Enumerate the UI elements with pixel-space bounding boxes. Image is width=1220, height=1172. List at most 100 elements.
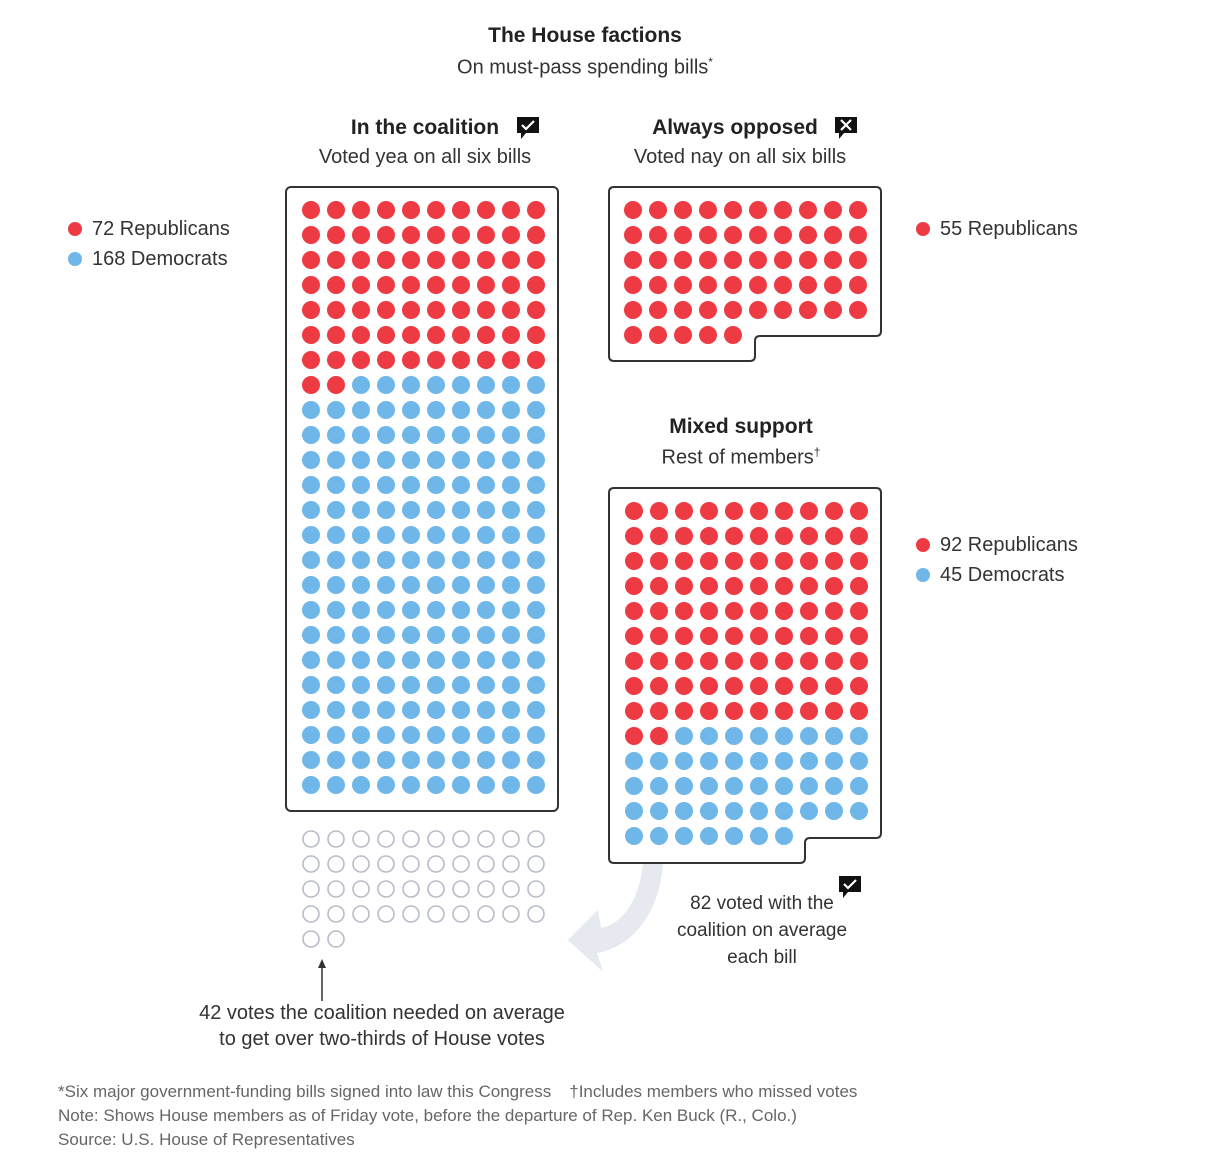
coalition-title: In the coalition bbox=[290, 116, 560, 140]
mixed-republican-dot bbox=[850, 502, 868, 520]
mixed-democrat-dot bbox=[725, 727, 743, 745]
coalition-republican-dot bbox=[502, 276, 520, 294]
coalition-democrat-dot bbox=[427, 576, 445, 594]
mixed-title: Mixed support bbox=[669, 415, 813, 438]
mixed-democrat-dot bbox=[750, 727, 768, 745]
needed-vote-dot bbox=[302, 855, 320, 873]
needed-vote-dot bbox=[452, 905, 470, 923]
mixed-republican-dot bbox=[625, 527, 643, 545]
curved-arrow-icon bbox=[568, 862, 663, 972]
coalition-democrat-dot bbox=[427, 376, 445, 394]
mixed-republican-dot bbox=[850, 627, 868, 645]
opposed-republican-dot bbox=[649, 226, 667, 244]
mixed-republican-dot bbox=[825, 702, 843, 720]
coalition-democrat-dot bbox=[377, 676, 395, 694]
mixed-republican-dot bbox=[725, 527, 743, 545]
opposed-republican-dot bbox=[699, 201, 717, 219]
footnote-row: *Six major government-funding bills sign… bbox=[58, 1080, 857, 1104]
coalition-democrat-dot bbox=[527, 426, 545, 444]
coalition-democrat-dot bbox=[427, 401, 445, 419]
needed-vote-dot bbox=[452, 855, 470, 873]
needed-vote-dot bbox=[502, 855, 520, 873]
coalition-democrat-dot bbox=[477, 676, 495, 694]
opposed-republican-dot bbox=[699, 276, 717, 294]
mixed-republican-dot bbox=[650, 652, 668, 670]
coalition-republican-dot bbox=[477, 301, 495, 319]
mixed-republican-dot bbox=[650, 727, 668, 745]
needed-vote-dot bbox=[477, 880, 495, 898]
coalition-democrat-dot bbox=[502, 676, 520, 694]
coalition-democrat-dot bbox=[327, 626, 345, 644]
mixed-republican-dot bbox=[650, 702, 668, 720]
coalition-democrat-dot bbox=[527, 776, 545, 794]
legend-label: 55 Republicans bbox=[940, 218, 1078, 240]
coalition-republican-dot bbox=[352, 251, 370, 269]
mixed-republican-dot bbox=[700, 552, 718, 570]
mixed-subtitle: Rest of members† bbox=[610, 445, 872, 470]
mixed-democrat-dot bbox=[625, 752, 643, 770]
coalition-democrat-dot bbox=[477, 551, 495, 569]
mixed-republican-dot bbox=[825, 502, 843, 520]
coalition-republican-dot bbox=[402, 351, 420, 369]
coalition-democrat-dot bbox=[352, 601, 370, 619]
needed-vote-dot bbox=[502, 905, 520, 923]
mixed-republican-dot bbox=[625, 702, 643, 720]
coalition-democrat-dot bbox=[527, 601, 545, 619]
coalition-democrat-dot bbox=[502, 726, 520, 744]
mixed-republican-dot bbox=[725, 602, 743, 620]
annotation-line: to get over two-thirds of House votes bbox=[219, 1028, 545, 1050]
coalition-democrat-dot bbox=[327, 451, 345, 469]
opposed-republican-dot bbox=[674, 301, 692, 319]
mixed-democrat-dot bbox=[800, 752, 818, 770]
mixed-republican-dot bbox=[775, 527, 793, 545]
opposed-republican-dot bbox=[649, 201, 667, 219]
coalition-democrat-dot bbox=[352, 551, 370, 569]
coalition-democrat-dot bbox=[477, 726, 495, 744]
mixed-republican-dot bbox=[625, 552, 643, 570]
coalition-republican-dot bbox=[327, 251, 345, 269]
legend-label: 72 Republicans bbox=[92, 218, 230, 240]
coalition-democrat-dot bbox=[502, 551, 520, 569]
mixed-republican-dot bbox=[625, 727, 643, 745]
mixed-republican-dot bbox=[625, 577, 643, 595]
opposed-republican-dot bbox=[699, 301, 717, 319]
mixed-republican-dot bbox=[675, 602, 693, 620]
coalition-democrat-dot bbox=[302, 676, 320, 694]
mixed-republican-dot bbox=[750, 502, 768, 520]
coalition-democrat-dot bbox=[427, 426, 445, 444]
mixed-democrat-dot bbox=[650, 802, 668, 820]
coalition-republican-dot bbox=[352, 351, 370, 369]
coalition-democrat-dot bbox=[327, 776, 345, 794]
coalition-democrat-dot bbox=[377, 726, 395, 744]
mixed-republican-dot bbox=[825, 577, 843, 595]
mixed-democrat-dot bbox=[725, 802, 743, 820]
mixed-republican-dot bbox=[800, 677, 818, 695]
mixed-democrat-dot bbox=[775, 777, 793, 795]
dot-layer bbox=[302, 201, 868, 948]
mixed-republican-dot bbox=[725, 702, 743, 720]
opposed-republican-dot bbox=[674, 201, 692, 219]
mixed-democrat-dot bbox=[675, 827, 693, 845]
footnote-2: †Includes members who missed votes bbox=[569, 1082, 858, 1101]
opposed-republican-dot bbox=[624, 326, 642, 344]
coalition-republican-dot bbox=[477, 226, 495, 244]
needed-vote-dot bbox=[377, 880, 395, 898]
mixed-democrat-dot bbox=[825, 802, 843, 820]
coalition-democrat-dot bbox=[502, 751, 520, 769]
opposed-republican-dot bbox=[624, 301, 642, 319]
needed-vote-dot bbox=[327, 830, 345, 848]
coalition-democrat-dot bbox=[402, 401, 420, 419]
mixed-republican-dot bbox=[675, 652, 693, 670]
mixed-republican-dot bbox=[775, 677, 793, 695]
mixed-republican-dot bbox=[725, 677, 743, 695]
mixed-republican-dot bbox=[650, 677, 668, 695]
opposed-republican-dot bbox=[824, 226, 842, 244]
coalition-republican-dot bbox=[502, 351, 520, 369]
coalition-democrat-dot bbox=[452, 526, 470, 544]
mixed-republican-dot bbox=[750, 677, 768, 695]
mixed-republican-dot bbox=[725, 502, 743, 520]
coalition-democrat-dot bbox=[452, 701, 470, 719]
coalition-democrat-dot bbox=[502, 476, 520, 494]
coalition-republican-dot bbox=[327, 351, 345, 369]
coalition-republican-dot bbox=[302, 226, 320, 244]
